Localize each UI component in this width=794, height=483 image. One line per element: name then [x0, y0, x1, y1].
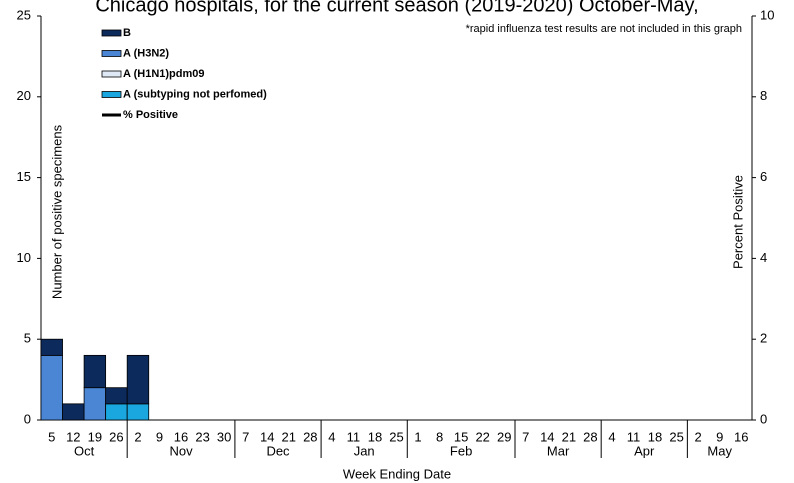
bar-segment — [126, 403, 150, 421]
y-tick-label: 15 — [17, 169, 31, 184]
x-group-label: Dec — [266, 443, 290, 458]
x-tick-label: 4 — [608, 429, 615, 444]
legend-label: A (H3N2) — [123, 47, 169, 59]
legend-label: A (subtyping not perfomed) — [123, 88, 267, 100]
bar-segment — [83, 387, 107, 421]
x-tick-label: 22 — [475, 429, 489, 444]
y2-tick-label: 0 — [760, 411, 767, 426]
x-tick-label: 21 — [562, 429, 576, 444]
x-axis-label: Week Ending Date — [343, 466, 451, 481]
x-tick-label: 28 — [303, 429, 317, 444]
bar-segment — [105, 403, 128, 421]
x-group-label: Nov — [169, 443, 193, 458]
y2-tick-label: 4 — [760, 250, 767, 265]
x-tick-label: 1 — [414, 429, 421, 444]
chart-title: Chicago hospitals, for the current seaso… — [95, 0, 698, 16]
x-tick-label: 2 — [695, 429, 702, 444]
x-tick-label: 16 — [174, 429, 188, 444]
x-tick-label: 9 — [156, 429, 163, 444]
y2-axis-label: Percent Positive — [730, 175, 745, 269]
legend-swatch — [101, 50, 122, 57]
x-tick-label: 2 — [134, 429, 141, 444]
x-tick-label: 23 — [195, 429, 209, 444]
legend-label: A (H1N1)pdm09 — [123, 68, 205, 80]
legend-swatch — [101, 91, 122, 98]
x-tick-label: 7 — [242, 429, 249, 444]
bar-segment — [62, 403, 85, 421]
x-group-label: Jan — [354, 443, 375, 458]
x-group-label: Feb — [450, 443, 472, 458]
x-tick-label: 8 — [436, 429, 443, 444]
legend-swatch — [101, 70, 122, 78]
annotation: *rapid influenza test results are not in… — [466, 23, 742, 35]
x-group-label: Apr — [634, 443, 655, 458]
x-tick-label: 5 — [48, 429, 55, 444]
x-tick-label: 25 — [669, 429, 683, 444]
x-tick-label: 11 — [347, 429, 361, 444]
legend-label: B — [123, 27, 131, 39]
x-tick-label: 14 — [260, 429, 274, 444]
x-tick-label: 26 — [109, 429, 123, 444]
y2-tick-label: 2 — [760, 331, 767, 346]
bar-segment — [83, 354, 107, 389]
x-tick-label: 19 — [88, 429, 102, 444]
legend-label: % Positive — [123, 109, 178, 121]
x-tick-label: 7 — [522, 429, 529, 444]
x-tick-label: 21 — [282, 429, 296, 444]
x-tick-label: 18 — [368, 429, 382, 444]
y-tick-label: 0 — [24, 411, 31, 426]
legend-swatch — [101, 29, 122, 37]
bar-segment — [105, 387, 128, 405]
y-axis-label: Number of positive specimens — [49, 124, 64, 299]
y-tick-label: 10 — [17, 250, 31, 265]
x-group-label: Mar — [547, 443, 570, 458]
x-tick-label: 30 — [217, 429, 231, 444]
x-tick-label: 9 — [716, 429, 723, 444]
x-group-label: Oct — [74, 443, 95, 458]
x-tick-label: 4 — [328, 429, 335, 444]
x-tick-label: 16 — [734, 429, 748, 444]
x-tick-label: 25 — [389, 429, 403, 444]
bar-segment — [126, 354, 150, 405]
x-tick-label: 28 — [583, 429, 597, 444]
y-tick-label: 5 — [24, 331, 31, 346]
y-tick-label: 20 — [17, 88, 31, 103]
x-group-label: May — [707, 443, 732, 458]
y-tick-label: 25 — [17, 7, 31, 22]
x-tick-label: 14 — [540, 429, 554, 444]
x-tick-label: 18 — [648, 429, 662, 444]
x-tick-label: 11 — [627, 429, 641, 444]
bar-segment — [40, 354, 63, 421]
x-tick-label: 29 — [497, 429, 511, 444]
bar-segment — [40, 338, 63, 356]
x-tick-label: 12 — [66, 429, 80, 444]
y2-tick-label: 6 — [760, 169, 767, 184]
y2-tick-label: 10 — [760, 7, 774, 22]
x-tick-label: 15 — [454, 429, 468, 444]
y2-tick-label: 8 — [760, 88, 767, 103]
